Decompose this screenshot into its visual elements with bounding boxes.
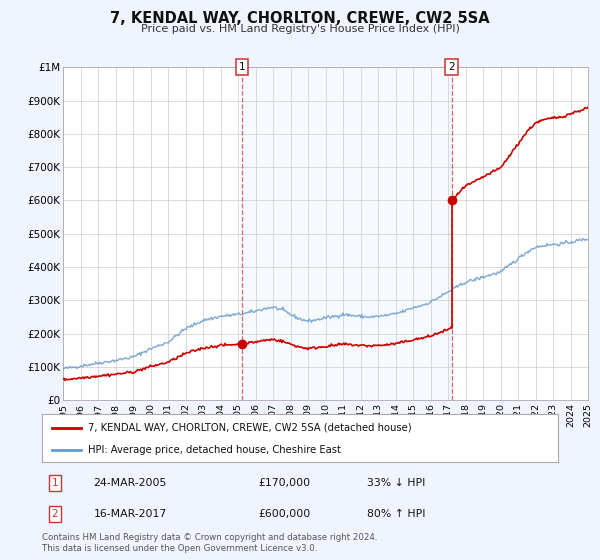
Text: 80% ↑ HPI: 80% ↑ HPI [367,508,425,519]
Text: 1: 1 [239,62,245,72]
Text: 33% ↓ HPI: 33% ↓ HPI [367,478,425,488]
Text: 16-MAR-2017: 16-MAR-2017 [94,508,167,519]
Text: Price paid vs. HM Land Registry's House Price Index (HPI): Price paid vs. HM Land Registry's House … [140,24,460,34]
Text: £170,000: £170,000 [259,478,311,488]
Text: 7, KENDAL WAY, CHORLTON, CREWE, CW2 5SA (detached house): 7, KENDAL WAY, CHORLTON, CREWE, CW2 5SA … [88,423,412,433]
Text: 7, KENDAL WAY, CHORLTON, CREWE, CW2 5SA: 7, KENDAL WAY, CHORLTON, CREWE, CW2 5SA [110,11,490,26]
Text: 2: 2 [448,62,455,72]
Text: Contains HM Land Registry data © Crown copyright and database right 2024.
This d: Contains HM Land Registry data © Crown c… [42,533,377,553]
Bar [242,67,452,400]
Text: £600,000: £600,000 [259,508,311,519]
Text: 1: 1 [52,478,58,488]
Text: 24-MAR-2005: 24-MAR-2005 [94,478,167,488]
Text: HPI: Average price, detached house, Cheshire East: HPI: Average price, detached house, Ches… [88,445,341,455]
Text: 2: 2 [52,508,58,519]
